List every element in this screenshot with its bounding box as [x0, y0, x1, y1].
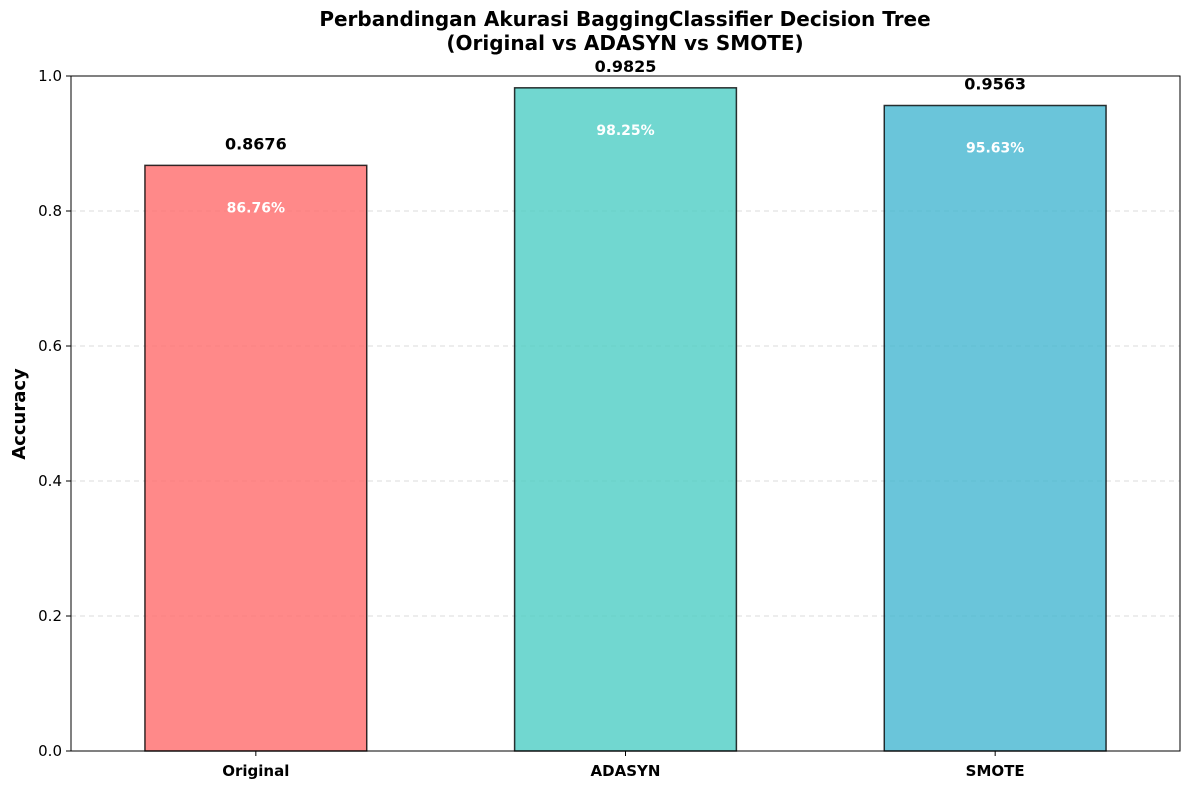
bar-value-label: 0.8676	[225, 134, 287, 153]
y-tick-label: 0.8	[38, 202, 62, 220]
y-axis-ticks: 0.0 0.2 0.4 0.6 0.8 1.0	[38, 67, 71, 760]
bar-smote	[883, 104, 1107, 752]
bar-percent-label: 98.25%	[596, 123, 654, 139]
y-tick-label: 1.0	[38, 67, 62, 85]
x-tick-label: SMOTE	[966, 762, 1025, 780]
bar-value-label: 0.9563	[964, 74, 1026, 93]
x-tick-label: ADASYN	[591, 762, 661, 780]
y-tick-label: 0.2	[38, 607, 62, 625]
bars	[144, 87, 1107, 752]
bar-original	[144, 164, 368, 752]
bar-percent-label: 86.76%	[227, 200, 285, 216]
bar-adasyn	[513, 87, 738, 752]
x-tick-label: Original	[222, 762, 289, 780]
bar-percent-label: 95.63%	[966, 140, 1024, 156]
chart-title-line2: (Original vs ADASYN vs SMOTE)	[446, 31, 803, 55]
x-axis-ticks: Original ADASYN SMOTE	[222, 751, 1025, 780]
y-tick-label: 0.0	[38, 742, 62, 760]
bar-value-label: 0.9825	[595, 57, 657, 76]
bar-labels: 0.8676 86.76% 0.9825 98.25% 0.9563 95.63%	[225, 57, 1026, 217]
y-tick-label: 0.4	[38, 472, 62, 490]
chart-title-line1: Perbandingan Akurasi BaggingClassifier D…	[319, 7, 930, 31]
y-axis-label: Accuracy	[9, 368, 30, 460]
y-tick-label: 0.6	[38, 337, 62, 355]
